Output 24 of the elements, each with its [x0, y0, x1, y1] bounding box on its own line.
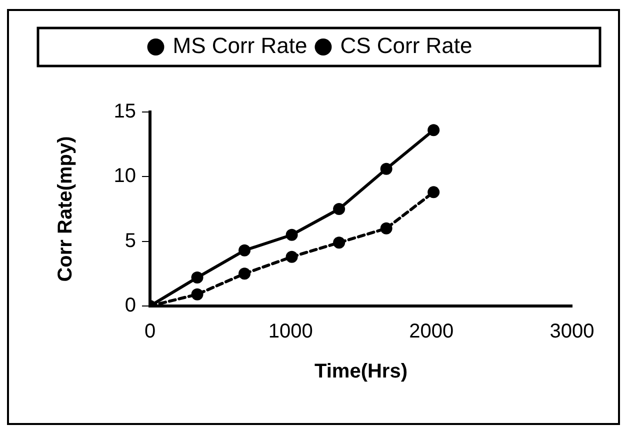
y-axis-title: Corr Rate(mpy) — [54, 136, 77, 282]
y-tick-label: 0 — [124, 294, 136, 317]
point — [333, 203, 346, 215]
x-tick-label: 2000 — [409, 320, 454, 343]
y-tick-label: 10 — [114, 165, 136, 188]
point — [238, 268, 251, 280]
x-axis-title: Time(Hrs) — [314, 360, 408, 383]
legend-label: MS Corr Rate — [172, 33, 308, 58]
point — [380, 162, 392, 175]
point — [286, 250, 298, 263]
legend-label: CS Corr Rate — [340, 33, 472, 58]
y-tick-label: 5 — [124, 230, 136, 252]
point — [191, 272, 204, 284]
point — [238, 244, 251, 256]
x-tick-label: 0 — [144, 320, 156, 343]
point — [428, 186, 440, 198]
point — [286, 228, 298, 241]
point — [428, 124, 440, 136]
point — [380, 222, 392, 234]
point — [191, 288, 204, 300]
x-tick-label: 3000 — [550, 320, 594, 343]
x-tick-label: 1000 — [268, 320, 313, 343]
point — [333, 236, 346, 249]
y-tick-label: 15 — [114, 100, 136, 123]
